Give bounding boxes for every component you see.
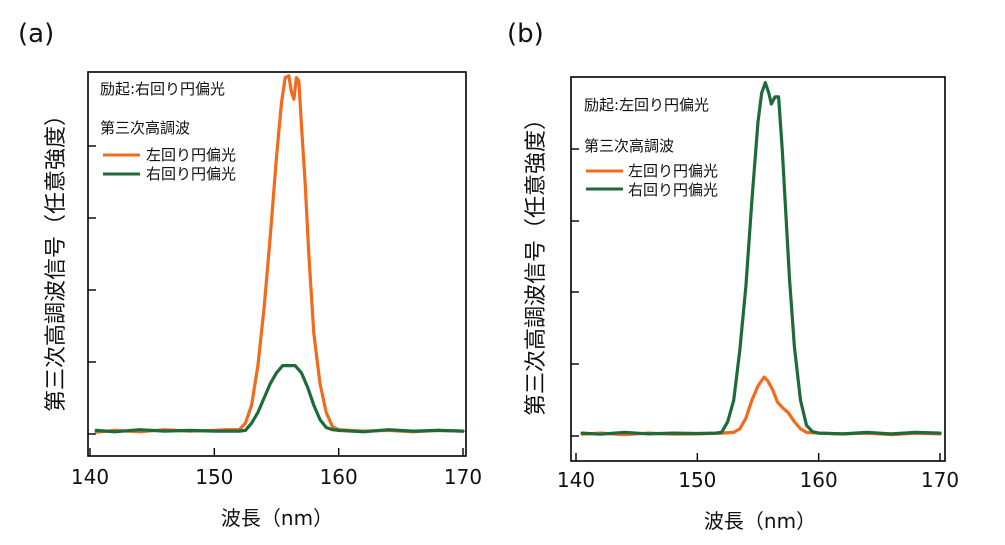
series-line-right-circular	[580, 81, 942, 436]
x-tick-label: 160	[800, 468, 838, 492]
chart-panel-a: (a) 第三次高調波信号（任意強度） 波長（nm） 励起:右回り円偏光 第三次高…	[18, 19, 482, 530]
legend-title: 第三次高調波	[100, 119, 190, 137]
plot-frame	[87, 71, 467, 457]
series-lines	[580, 81, 942, 437]
chart-panel-b: (b) 第三次高調波信号（任意強度） 波長（nm） 励起:左回り円偏光 第三次高…	[507, 19, 959, 533]
legend-entry: 右回り円偏光	[103, 165, 236, 183]
legend-entry: 左回り円偏光	[103, 146, 236, 164]
legend-label-right: 右回り円偏光	[628, 181, 718, 199]
y-axis-label: 第三次高調波信号（任意強度）	[524, 108, 549, 416]
x-axis-label: 波長（nm）	[704, 509, 816, 533]
legend-label-right: 右回り円偏光	[146, 165, 236, 183]
x-tick-label: 140	[71, 465, 109, 489]
series-line-left-circular	[580, 375, 942, 437]
x-ticks: 140 150 160 170	[71, 448, 482, 489]
series-line-right-circular	[94, 364, 465, 434]
y-ticks	[88, 145, 96, 435]
legend-entry: 右回り円偏光	[586, 181, 718, 199]
legend-title: 第三次高調波	[584, 137, 674, 155]
excitation-annotation: 励起:左回り円偏光	[584, 96, 709, 114]
legend-label-left: 左回り円偏光	[146, 146, 236, 164]
x-tick-label: 150	[678, 468, 716, 492]
y-ticks	[571, 148, 579, 437]
panel-label: (a)	[18, 19, 54, 49]
x-tick-label: 170	[921, 468, 959, 492]
x-tick-label: 150	[195, 465, 233, 489]
legend-label-left: 左回り円偏光	[628, 162, 718, 180]
x-ticks: 140 150 160 170	[557, 453, 959, 492]
excitation-annotation: 励起:右回り円偏光	[100, 80, 225, 98]
plot-frame	[570, 76, 946, 462]
legend-entry: 左回り円偏光	[586, 162, 718, 180]
x-axis-label: 波長（nm）	[221, 506, 333, 530]
y-axis-label: 第三次高調波信号（任意強度）	[44, 104, 69, 412]
series-lines	[94, 74, 465, 434]
x-tick-label: 170	[444, 465, 482, 489]
panel-label: (b)	[507, 19, 544, 49]
x-tick-label: 140	[557, 468, 595, 492]
x-tick-label: 160	[320, 465, 358, 489]
